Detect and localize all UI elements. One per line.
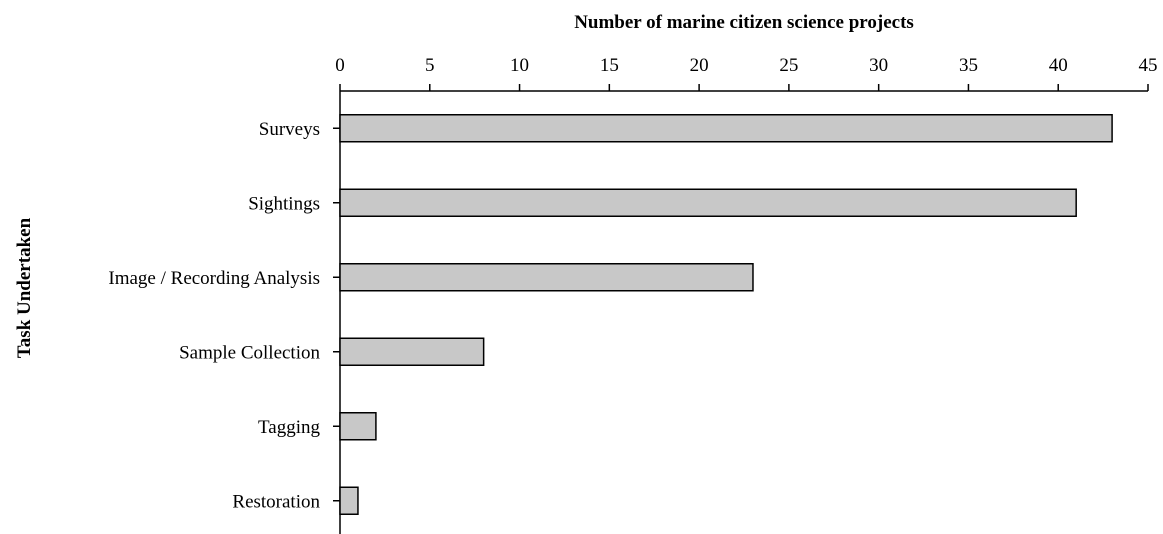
category-label: Restoration	[232, 491, 320, 512]
category-label: Sightings	[248, 193, 320, 214]
y-axis-title: Task Undertaken	[14, 217, 35, 358]
x-tick-label: 35	[959, 55, 978, 76]
x-tick-label: 30	[869, 55, 888, 76]
bar	[339, 263, 754, 292]
bar	[339, 337, 485, 366]
x-tick-label: 25	[779, 55, 798, 76]
category-label: Surveys	[259, 119, 320, 140]
x-axis-title: Number of marine citizen science project…	[574, 12, 914, 33]
x-tick-label: 40	[1049, 55, 1068, 76]
category-label: Sample Collection	[179, 342, 320, 363]
x-tick-label: 0	[335, 55, 345, 76]
bar	[339, 188, 1077, 217]
x-tick-label: 20	[690, 55, 709, 76]
x-axis: 0 5 10 15 20 25 30 35 40 45	[335, 55, 1158, 92]
y-axis: Surveys Sightings Image / Recording Analys…	[108, 91, 341, 534]
x-tick-label: 15	[600, 55, 619, 76]
bar	[339, 412, 377, 441]
bar	[339, 486, 359, 515]
x-tick-label: 45	[1139, 55, 1158, 76]
bar	[339, 114, 1113, 143]
category-label: Tagging	[258, 417, 320, 438]
x-tick-label: 10	[510, 55, 529, 76]
bars	[339, 114, 1113, 515]
category-label: Image / Recording Analysis	[108, 268, 320, 289]
x-tick-label: 5	[425, 55, 435, 76]
